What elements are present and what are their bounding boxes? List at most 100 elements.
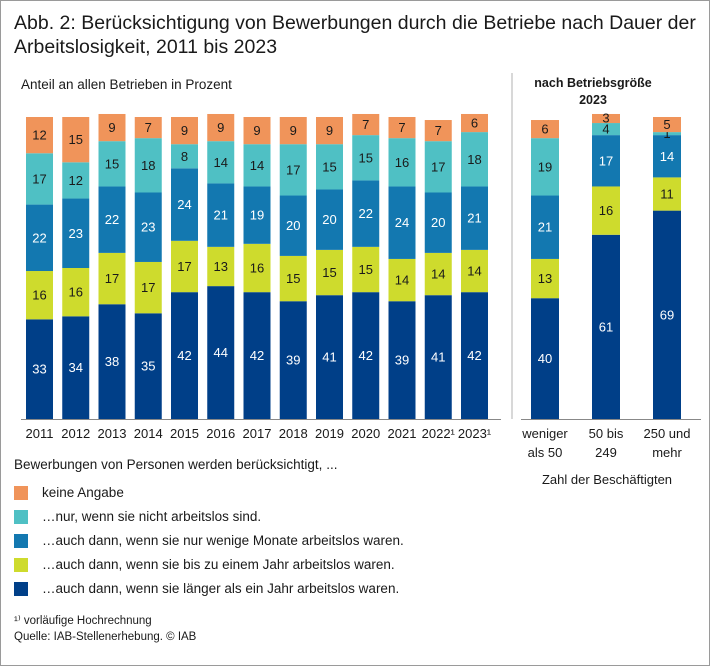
bar-segment-keine-angabe bbox=[352, 113, 380, 136]
x-tick-label: 2016 bbox=[206, 426, 235, 441]
x-tick-label: weniger bbox=[521, 426, 568, 441]
bar-segment-bis-ein-jahr bbox=[171, 240, 198, 293]
data-label: 13 bbox=[538, 271, 552, 286]
data-label: 17 bbox=[286, 162, 300, 177]
data-label: 15 bbox=[359, 150, 373, 165]
data-label: 17 bbox=[177, 259, 191, 274]
data-label: 5 bbox=[663, 117, 670, 132]
data-label: 16 bbox=[599, 203, 613, 218]
data-label: 9 bbox=[290, 123, 297, 138]
data-label: 42 bbox=[467, 348, 481, 363]
data-label: 41 bbox=[322, 350, 336, 365]
x-tick-label: 249 bbox=[595, 445, 617, 460]
bar-segment-keine-angabe bbox=[279, 117, 307, 145]
bar-segment-bis-ein-jahr bbox=[26, 271, 53, 320]
data-label: 1 bbox=[663, 126, 670, 141]
data-label: 13 bbox=[214, 259, 228, 274]
legend-swatch-keine-angabe bbox=[14, 486, 28, 500]
bar-segment-wenige-monate bbox=[461, 186, 488, 250]
bar-segment-wenige-monate bbox=[424, 192, 452, 253]
data-label: 39 bbox=[395, 353, 409, 368]
data-label: 34 bbox=[69, 360, 83, 375]
data-label: 15 bbox=[322, 159, 336, 174]
data-label: 22 bbox=[105, 212, 119, 227]
bar-segment-laenger-ein-jahr bbox=[243, 292, 271, 419]
bar-segment-keine-angabe bbox=[653, 117, 681, 133]
data-label: 18 bbox=[467, 152, 481, 167]
data-label: 12 bbox=[69, 173, 83, 188]
data-label: 15 bbox=[69, 132, 83, 147]
data-label: 8 bbox=[181, 149, 188, 164]
data-label: 14 bbox=[250, 158, 264, 173]
bar-segment-bis-ein-jahr bbox=[352, 246, 380, 293]
bar-segment-laenger-ein-jahr bbox=[134, 313, 162, 419]
bar-segment-wenige-monate bbox=[207, 183, 235, 247]
data-label: 17 bbox=[431, 159, 445, 174]
data-label: 14 bbox=[660, 149, 674, 164]
legend-label: …auch dann, wenn sie bis zu einem Jahr a… bbox=[42, 557, 395, 572]
bar-segment-laenger-ein-jahr bbox=[653, 210, 681, 419]
bar-segment-nicht-arbeitslos bbox=[243, 144, 271, 187]
data-label: 17 bbox=[141, 280, 155, 295]
data-label: 16 bbox=[32, 288, 46, 303]
bar-segment-nicht-arbeitslos bbox=[653, 132, 681, 136]
bar-segment-nicht-arbeitslos bbox=[98, 141, 126, 187]
bar-segment-bis-ein-jahr bbox=[62, 268, 90, 317]
bar-segment-bis-ein-jahr bbox=[207, 246, 235, 287]
bar-segment-laenger-ein-jahr bbox=[62, 316, 90, 419]
bar-segment-wenige-monate bbox=[134, 192, 162, 262]
bar-segment-keine-angabe bbox=[26, 117, 53, 154]
bar-segment-wenige-monate bbox=[352, 180, 380, 247]
bar-segment-wenige-monate bbox=[653, 135, 681, 178]
legend-swatch-wenige-monate bbox=[14, 534, 28, 548]
x-tick-label: 250 und bbox=[644, 426, 691, 441]
data-label: 40 bbox=[538, 351, 552, 366]
data-label: 14 bbox=[431, 267, 445, 282]
data-label: 22 bbox=[359, 206, 373, 221]
bar-segment-keine-angabe bbox=[316, 117, 343, 145]
x-tick-label: 2023¹ bbox=[458, 426, 492, 441]
x-tick-label: 2021 bbox=[388, 426, 417, 441]
data-label: 20 bbox=[286, 218, 300, 233]
bar-segment-nicht-arbeitslos bbox=[62, 162, 90, 199]
bar-segment-keine-angabe bbox=[424, 120, 452, 142]
bar-segment-nicht-arbeitslos bbox=[461, 132, 488, 187]
data-label: 14 bbox=[214, 155, 228, 170]
legend-swatch-nicht-arbeitslos bbox=[14, 510, 28, 524]
legend-title: Bewerbungen von Personen werden berücksi… bbox=[14, 457, 338, 472]
bar-segment-nicht-arbeitslos bbox=[388, 138, 416, 187]
bar-segment-laenger-ein-jahr bbox=[461, 292, 488, 419]
data-label: 17 bbox=[32, 171, 46, 186]
bar-segment-bis-ein-jahr bbox=[98, 252, 126, 305]
x-tick-label: 2018 bbox=[279, 426, 308, 441]
y-axis-label: Anteil an allen Betrieben in Prozent bbox=[21, 77, 232, 92]
data-label: 14 bbox=[395, 273, 409, 288]
bar-segment-bis-ein-jahr bbox=[243, 243, 271, 293]
data-label: 17 bbox=[599, 153, 613, 168]
data-label: 24 bbox=[395, 215, 409, 230]
data-label: 19 bbox=[538, 159, 552, 174]
bar-segment-wenige-monate bbox=[98, 186, 126, 253]
x-tick-label: 2015 bbox=[170, 426, 199, 441]
data-label: 38 bbox=[105, 354, 119, 369]
x-tick-label: als 50 bbox=[528, 445, 563, 460]
bar-segment-keine-angabe bbox=[134, 117, 162, 139]
bar-segment-keine-angabe bbox=[592, 113, 620, 124]
bar-segment-laenger-ein-jahr bbox=[352, 292, 380, 419]
legend-swatch-laenger-ein-jahr bbox=[14, 582, 28, 596]
bar-segment-wenige-monate bbox=[531, 195, 559, 259]
bar-segment-laenger-ein-jahr bbox=[316, 295, 343, 419]
data-label: 12 bbox=[32, 128, 46, 143]
data-label: 41 bbox=[431, 350, 445, 365]
data-label: 15 bbox=[105, 156, 119, 171]
data-label: 7 bbox=[145, 120, 152, 135]
data-label: 15 bbox=[322, 265, 336, 280]
data-label: 15 bbox=[286, 271, 300, 286]
bar-segment-bis-ein-jahr bbox=[316, 249, 343, 296]
x-tick-label: 2017 bbox=[243, 426, 272, 441]
x-tick-label: 2011 bbox=[26, 426, 54, 441]
legend-label: keine Angabe bbox=[42, 485, 124, 500]
bar-segment-bis-ein-jahr bbox=[531, 258, 559, 299]
x-tick-label: 2012 bbox=[61, 426, 90, 441]
bar-segment-keine-angabe bbox=[62, 117, 90, 163]
